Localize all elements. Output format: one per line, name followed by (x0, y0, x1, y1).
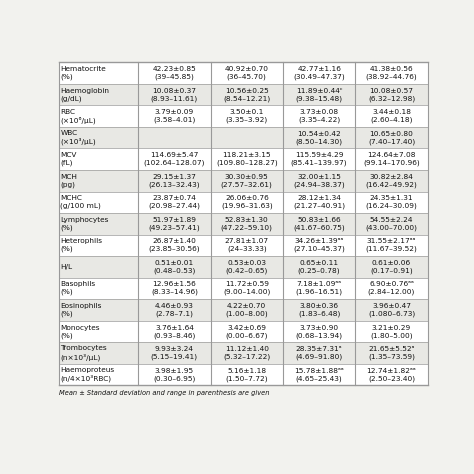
Text: Basophils
(%): Basophils (%) (60, 282, 95, 295)
Text: RBC
(×10⁶/μL): RBC (×10⁶/μL) (60, 109, 96, 124)
Text: 10.56±0.25
(8.54–12.21): 10.56±0.25 (8.54–12.21) (223, 88, 270, 101)
Text: MCHC
(g/100 mL): MCHC (g/100 mL) (60, 195, 101, 210)
Text: 11.12±1.40
(5.32–17.22): 11.12±1.40 (5.32–17.22) (223, 346, 270, 360)
Text: 34.26±1.39ᵃᵃ
(27.10–45.37): 34.26±1.39ᵃᵃ (27.10–45.37) (293, 238, 345, 252)
Text: 12.96±1.56
(8.33–14.96): 12.96±1.56 (8.33–14.96) (151, 282, 198, 295)
Text: 10.08±0.57
(6.32–12.98): 10.08±0.57 (6.32–12.98) (368, 88, 415, 101)
Text: 7.18±1.09ᵃᵃ
(1.96–16.51): 7.18±1.09ᵃᵃ (1.96–16.51) (296, 282, 343, 295)
Text: 118.21±3.15
(109.80–128.27): 118.21±3.15 (109.80–128.27) (216, 152, 278, 166)
Text: 23.87±0.74
(20.98–27.44): 23.87±0.74 (20.98–27.44) (148, 195, 201, 210)
Text: 24.35±1.31
(16.24–30.09): 24.35±1.31 (16.24–30.09) (365, 195, 418, 210)
Text: 50.83±1.66
(41.67–60.75): 50.83±1.66 (41.67–60.75) (293, 217, 345, 231)
Bar (59, 63, 428, 84)
Text: 42.23±0.85
(39–45.85): 42.23±0.85 (39–45.85) (153, 66, 196, 80)
Text: 29.15±1.37
(26.13–32.43): 29.15±1.37 (26.13–32.43) (149, 174, 200, 188)
Text: 26.06±0.76
(19.96–31.63): 26.06±0.76 (19.96–31.63) (221, 195, 273, 210)
Text: Mean ± Standard deviation and range in parenthesis are given: Mean ± Standard deviation and range in p… (59, 390, 270, 396)
Bar (59, 299, 428, 321)
Text: 26.87±1.40
(23.85–30.56): 26.87±1.40 (23.85–30.56) (149, 238, 200, 252)
Text: H/L: H/L (60, 264, 73, 270)
Text: 15.78±1.88ᵃᵃ
(4.65–25.43): 15.78±1.88ᵃᵃ (4.65–25.43) (294, 368, 344, 382)
Text: 30.30±0.95
(27.57–32.61): 30.30±0.95 (27.57–32.61) (221, 174, 273, 188)
Text: 0.53±0.03
(0.42–0.65): 0.53±0.03 (0.42–0.65) (226, 260, 268, 274)
Bar (59, 213, 428, 235)
Text: 51.97±1.89
(49.23–57.41): 51.97±1.89 (49.23–57.41) (148, 217, 201, 231)
Text: 32.00±1.15
(24.94–38.37): 32.00±1.15 (24.94–38.37) (293, 174, 345, 188)
Bar (59, 278, 428, 299)
Bar (59, 364, 428, 385)
Text: 3.21±0.29
(1.80–5.00): 3.21±0.29 (1.80–5.00) (370, 325, 413, 338)
Text: 0.65±0.11
(0.25–0.78): 0.65±0.11 (0.25–0.78) (298, 260, 340, 274)
Text: 10.08±0.37
(8.93–11.61): 10.08±0.37 (8.93–11.61) (151, 88, 198, 101)
Bar (59, 148, 428, 170)
Bar (59, 105, 428, 127)
Bar (59, 127, 428, 148)
Text: WBC
(×10³/μL): WBC (×10³/μL) (60, 130, 96, 146)
Text: Eosinophils
(%): Eosinophils (%) (60, 303, 102, 317)
Text: 12.74±1.82ᵃᵃ
(2.50–23.40): 12.74±1.82ᵃᵃ (2.50–23.40) (367, 368, 416, 382)
Text: Lymphocytes
(%): Lymphocytes (%) (60, 217, 109, 231)
Text: Heterophils
(%): Heterophils (%) (60, 238, 102, 252)
Bar (59, 235, 428, 256)
Text: 5.16±1.18
(1.50–7.72): 5.16±1.18 (1.50–7.72) (226, 368, 268, 382)
Text: 6.90±0.76ᵃᵃ
(2.84–12.00): 6.90±0.76ᵃᵃ (2.84–12.00) (368, 282, 415, 295)
Text: Haemoglobin
(g/dL): Haemoglobin (g/dL) (60, 88, 109, 101)
Text: 4.46±0.93
(2.78–7.1): 4.46±0.93 (2.78–7.1) (155, 303, 194, 317)
Text: 52.83±1.30
(47.22–59.10): 52.83±1.30 (47.22–59.10) (221, 217, 273, 231)
Text: 31.55±2.17ᵃᵃ
(11.67–39.52): 31.55±2.17ᵃᵃ (11.67–39.52) (365, 238, 418, 252)
Text: 54.55±2.24
(43.00–70.00): 54.55±2.24 (43.00–70.00) (365, 217, 418, 231)
Text: 9.93±3.24
(5.15–19.41): 9.93±3.24 (5.15–19.41) (151, 346, 198, 360)
Text: 3.73±0.90
(0.68–13.94): 3.73±0.90 (0.68–13.94) (296, 325, 343, 338)
Bar (59, 256, 428, 278)
Text: 3.96±0.47
(1.080–6.73): 3.96±0.47 (1.080–6.73) (368, 303, 415, 317)
Text: 114.69±5.47
(102.64–128.07): 114.69±5.47 (102.64–128.07) (144, 152, 205, 166)
Text: 0.51±0.01
(0.48–0.53): 0.51±0.01 (0.48–0.53) (153, 260, 196, 274)
Text: 10.65±0.80
(7.40–17.40): 10.65±0.80 (7.40–17.40) (368, 131, 415, 145)
Text: 11.89±0.44ᶜ
(9.38–15.48): 11.89±0.44ᶜ (9.38–15.48) (296, 88, 343, 101)
Text: 28.35±7.31ᵃ
(4.69–91.80): 28.35±7.31ᵃ (4.69–91.80) (295, 346, 343, 360)
Text: 3.80±0.36
(1.83–6.48): 3.80±0.36 (1.83–6.48) (298, 303, 340, 317)
Text: 4.22±0.70
(1.00–8.00): 4.22±0.70 (1.00–8.00) (226, 303, 268, 317)
Text: Monocytes
(%): Monocytes (%) (60, 325, 100, 338)
Text: 11.72±0.59
(9.00–14.00): 11.72±0.59 (9.00–14.00) (223, 282, 271, 295)
Text: 3.73±0.08
(3.35–4.22): 3.73±0.08 (3.35–4.22) (298, 109, 340, 123)
Text: 42.77±1.16
(30.49–47.37): 42.77±1.16 (30.49–47.37) (293, 66, 345, 80)
Bar (59, 170, 428, 191)
Text: 3.98±1.95
(0.30–6.95): 3.98±1.95 (0.30–6.95) (153, 368, 196, 382)
Text: 0.61±0.06
(0.17–0.91): 0.61±0.06 (0.17–0.91) (370, 260, 413, 274)
Text: 3.76±1.64
(0.93–8.46): 3.76±1.64 (0.93–8.46) (153, 325, 196, 338)
Text: 3.42±0.69
(0.00–6.67): 3.42±0.69 (0.00–6.67) (226, 325, 268, 338)
Text: MCH
(pg): MCH (pg) (60, 174, 77, 188)
Bar (59, 321, 428, 342)
Text: 10.54±0.42
(8.50–14.30): 10.54±0.42 (8.50–14.30) (296, 131, 343, 145)
Bar (59, 84, 428, 105)
Text: 3.44±0.18
(2.60–4.18): 3.44±0.18 (2.60–4.18) (370, 109, 413, 123)
Text: 115.59±4.29
(85.41–139.97): 115.59±4.29 (85.41–139.97) (291, 152, 347, 166)
Text: Haemoproteus
(n/4×10³RBC): Haemoproteus (n/4×10³RBC) (60, 367, 115, 382)
Text: Hematocrite
(%): Hematocrite (%) (60, 66, 106, 80)
Text: 124.64±7.08
(99.14–170.96): 124.64±7.08 (99.14–170.96) (363, 152, 420, 166)
Text: 3.50±0.1
(3.35–3.92): 3.50±0.1 (3.35–3.92) (226, 109, 268, 123)
Text: 40.92±0.70
(36–45.70): 40.92±0.70 (36–45.70) (225, 66, 269, 80)
Text: 41.38±0.56
(38.92–44.76): 41.38±0.56 (38.92–44.76) (365, 66, 418, 80)
Bar (59, 342, 428, 364)
Text: 27.81±1.07
(24–33.33): 27.81±1.07 (24–33.33) (225, 238, 269, 252)
Text: 28.12±1.34
(21.27–40.91): 28.12±1.34 (21.27–40.91) (293, 195, 345, 210)
Text: MCV
(fL): MCV (fL) (60, 152, 77, 166)
Text: 21.65±5.52ᵃ
(1.35–73.59): 21.65±5.52ᵃ (1.35–73.59) (368, 346, 415, 360)
Bar (59, 191, 428, 213)
Text: 30.82±2.84
(16.42–49.92): 30.82±2.84 (16.42–49.92) (365, 174, 418, 188)
Text: Trombocytes
(n×10³/μL): Trombocytes (n×10³/μL) (60, 346, 107, 361)
Text: 3.79±0.09
(3.58–4.01): 3.79±0.09 (3.58–4.01) (153, 109, 196, 123)
